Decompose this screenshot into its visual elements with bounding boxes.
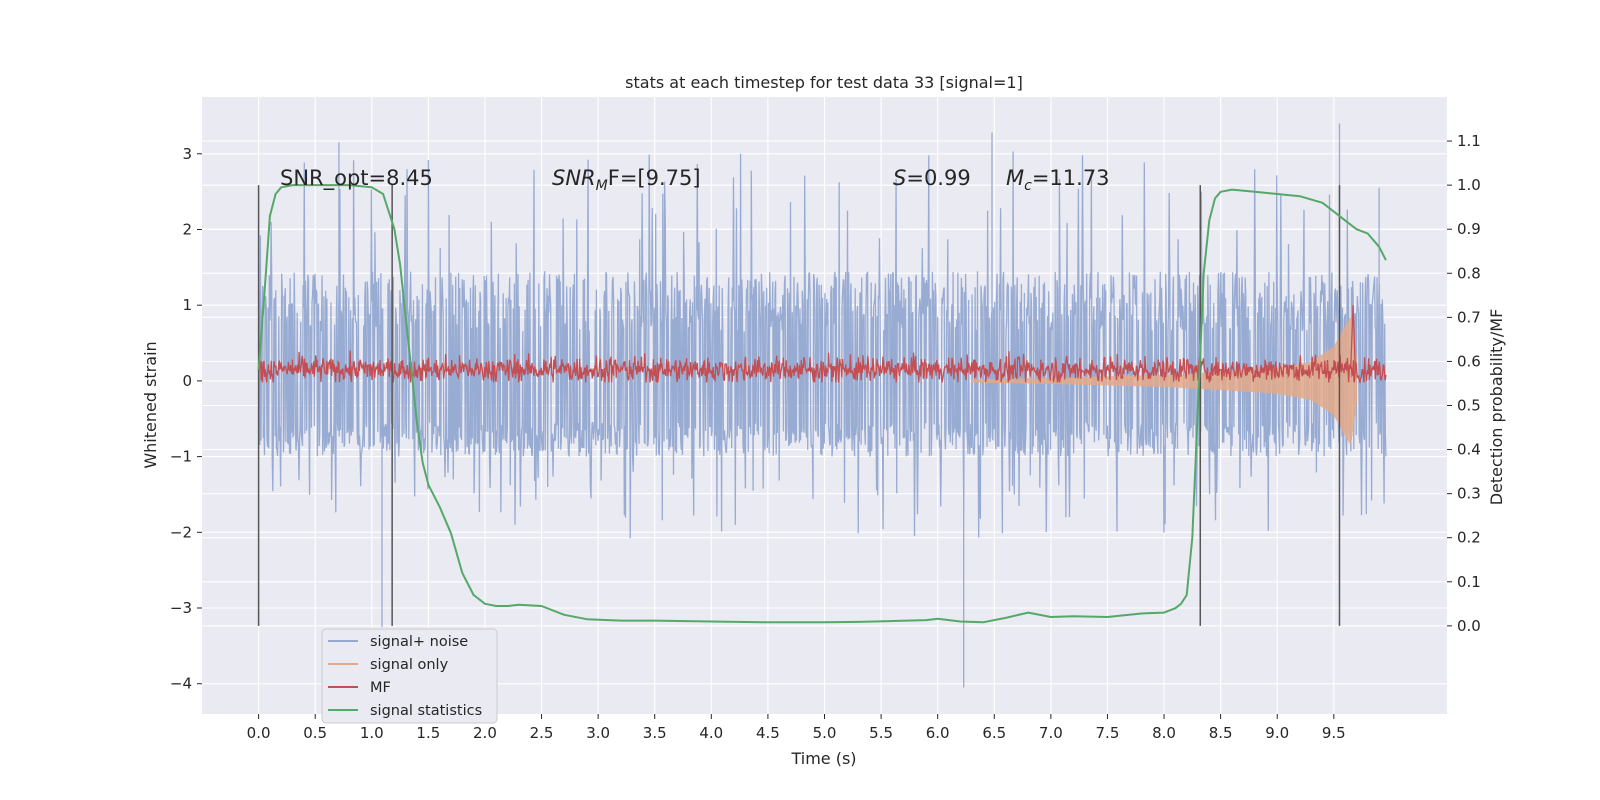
x-tick-label: 5.0 [813, 724, 837, 742]
vertical-markers [257, 185, 1341, 626]
x-tick-label: 6.0 [926, 724, 950, 742]
x-ticks: 0.0 0.5 1.0 1.5 2.0 2.5 3.0 3.5 4.0 4.5 5.0 5.5 6.0 6… [247, 714, 1346, 742]
y-right-tick-label: 1.1 [1457, 132, 1481, 150]
y-tick-label: −1 [170, 448, 192, 466]
y-right-tick-label: 0.9 [1457, 220, 1481, 238]
x-tick-label: 2.0 [473, 724, 497, 742]
snr-mf-value: F=[9.75] [608, 166, 701, 190]
x-tick-label: 0.5 [303, 724, 327, 742]
y-right-tick-label: 0.6 [1457, 352, 1481, 370]
x-tick-label: 4.5 [756, 724, 780, 742]
y-axis-label: Whitened strain [141, 341, 160, 468]
signal-only-line [971, 316, 1358, 445]
signal-only-series [971, 316, 1358, 445]
y-right-tick-label: 0.5 [1457, 397, 1481, 415]
y-tick-label: 2 [182, 220, 192, 238]
x-tick-label: 2.5 [530, 724, 554, 742]
s-value: =0.99 [906, 166, 970, 190]
signal-statistics-series [257, 184, 1387, 624]
legend-label-signal-statistics: signal statistics [370, 703, 482, 719]
snr-mf-annotation: SNRMF=[9.75] [552, 166, 701, 194]
y-tick-label: −2 [170, 523, 192, 541]
y-tick-label: 0 [182, 372, 192, 390]
x-tick-label: 7.5 [1096, 724, 1120, 742]
legend-box [321, 628, 498, 724]
y-tick-label: 1 [182, 296, 192, 314]
legend-label-mf: MF [370, 680, 391, 696]
snr-mf-subscript: M [596, 178, 608, 194]
mc-value: =11.73 [1032, 166, 1110, 190]
x-tick-label: 7.0 [1039, 724, 1063, 742]
x-tick-label: 1.0 [360, 724, 384, 742]
y-right-tick-label: 0.7 [1457, 308, 1481, 326]
x-tick-label: 1.5 [416, 724, 440, 742]
x-tick-label: 8.5 [1209, 724, 1233, 742]
y-ticks: 3 2 1 0 −1 −2 −3 −4 [170, 145, 202, 693]
s-annotation: S=0.99 [893, 166, 971, 190]
y-right-tick-label: 0.0 [1457, 617, 1481, 635]
x-tick-label: 9.0 [1265, 724, 1289, 742]
y-right-axis-label: Detection probability/MF [1487, 309, 1506, 506]
y-tick-label: 3 [182, 145, 192, 163]
x-axis-label: Time (s) [790, 749, 856, 768]
chart-title: stats at each timestep for test data 33 … [625, 73, 1023, 92]
x-tick-label: 5.5 [869, 724, 893, 742]
mc-symbol: M [1006, 166, 1024, 190]
mc-subscript: c [1024, 178, 1032, 194]
y-tick-label: −3 [170, 599, 192, 617]
s-symbol: S [893, 166, 906, 190]
signal-statistics-line [257, 184, 1387, 624]
y-tick-label: −4 [170, 675, 192, 693]
mf-line [257, 305, 1387, 384]
x-tick-label: 6.5 [982, 724, 1006, 742]
mf-series [257, 305, 1387, 384]
x-tick-label: 3.0 [586, 724, 610, 742]
y-right-tick-label: 0.2 [1457, 529, 1481, 547]
x-tick-label: 8.0 [1152, 724, 1176, 742]
x-tick-label: 4.0 [699, 724, 723, 742]
snr-mf-symbol: SNR [552, 166, 596, 190]
x-tick-label: 0.0 [247, 724, 271, 742]
legend: signal+ noise signal only MF signal stat… [321, 628, 498, 724]
mc-annotation: Mc=11.73 [1006, 166, 1110, 194]
legend-label-signal-plus-noise: signal+ noise [370, 634, 468, 650]
y-right-tick-label: 0.4 [1457, 441, 1481, 459]
snr-opt-annotation: SNR_opt=8.45 [280, 166, 433, 191]
x-tick-label: 3.5 [643, 724, 667, 742]
y-right-tick-label: 0.8 [1457, 264, 1481, 282]
legend-label-signal-only: signal only [370, 657, 449, 673]
x-tick-label: 9.5 [1322, 724, 1346, 742]
y-right-tick-label: 0.3 [1457, 485, 1481, 503]
y-right-tick-label: 0.1 [1457, 573, 1481, 591]
y-right-ticks: 0.0 0.1 0.2 0.3 0.4 0.5 0.6 0.7 0.8 0.9 1.0 1.1 [1447, 132, 1481, 635]
y-right-tick-label: 1.0 [1457, 176, 1481, 194]
